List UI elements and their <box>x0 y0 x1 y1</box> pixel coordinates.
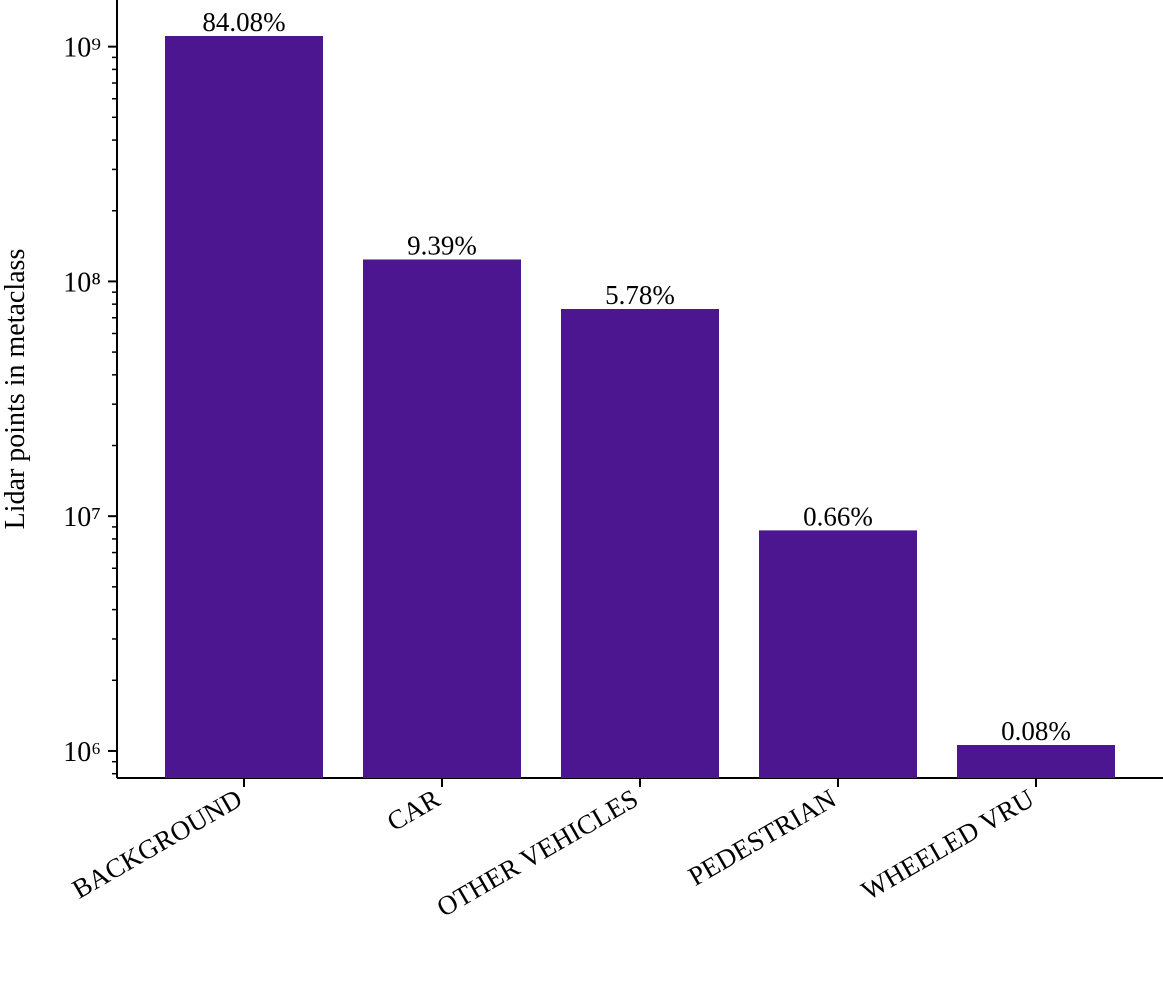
y-tick-label: 10⁶ <box>63 737 101 768</box>
x-tick-label: WHEELED VRU <box>856 783 1039 906</box>
x-tick-label: BACKGROUND <box>67 783 247 904</box>
y-tick-label: 10⁹ <box>63 33 101 64</box>
bar <box>165 35 323 778</box>
x-tick-label: OTHER VEHICLES <box>432 783 643 922</box>
x-tick-label: PEDESTRIAN <box>683 783 841 891</box>
bar <box>957 745 1115 778</box>
bar <box>363 259 521 779</box>
value-label: 9.39% <box>407 230 477 260</box>
y-axis-label: Lidar points in metaclass <box>0 249 31 530</box>
y-tick-label: 10⁸ <box>63 267 101 298</box>
y-tick-label: 10⁷ <box>63 502 101 533</box>
value-label: 0.66% <box>803 501 873 531</box>
value-label: 84.08% <box>202 7 285 37</box>
bar <box>759 530 917 778</box>
value-label: 0.08% <box>1001 716 1071 746</box>
value-label: 5.78% <box>605 280 675 310</box>
x-tick-label: CAR <box>382 783 445 837</box>
bar <box>561 308 719 778</box>
